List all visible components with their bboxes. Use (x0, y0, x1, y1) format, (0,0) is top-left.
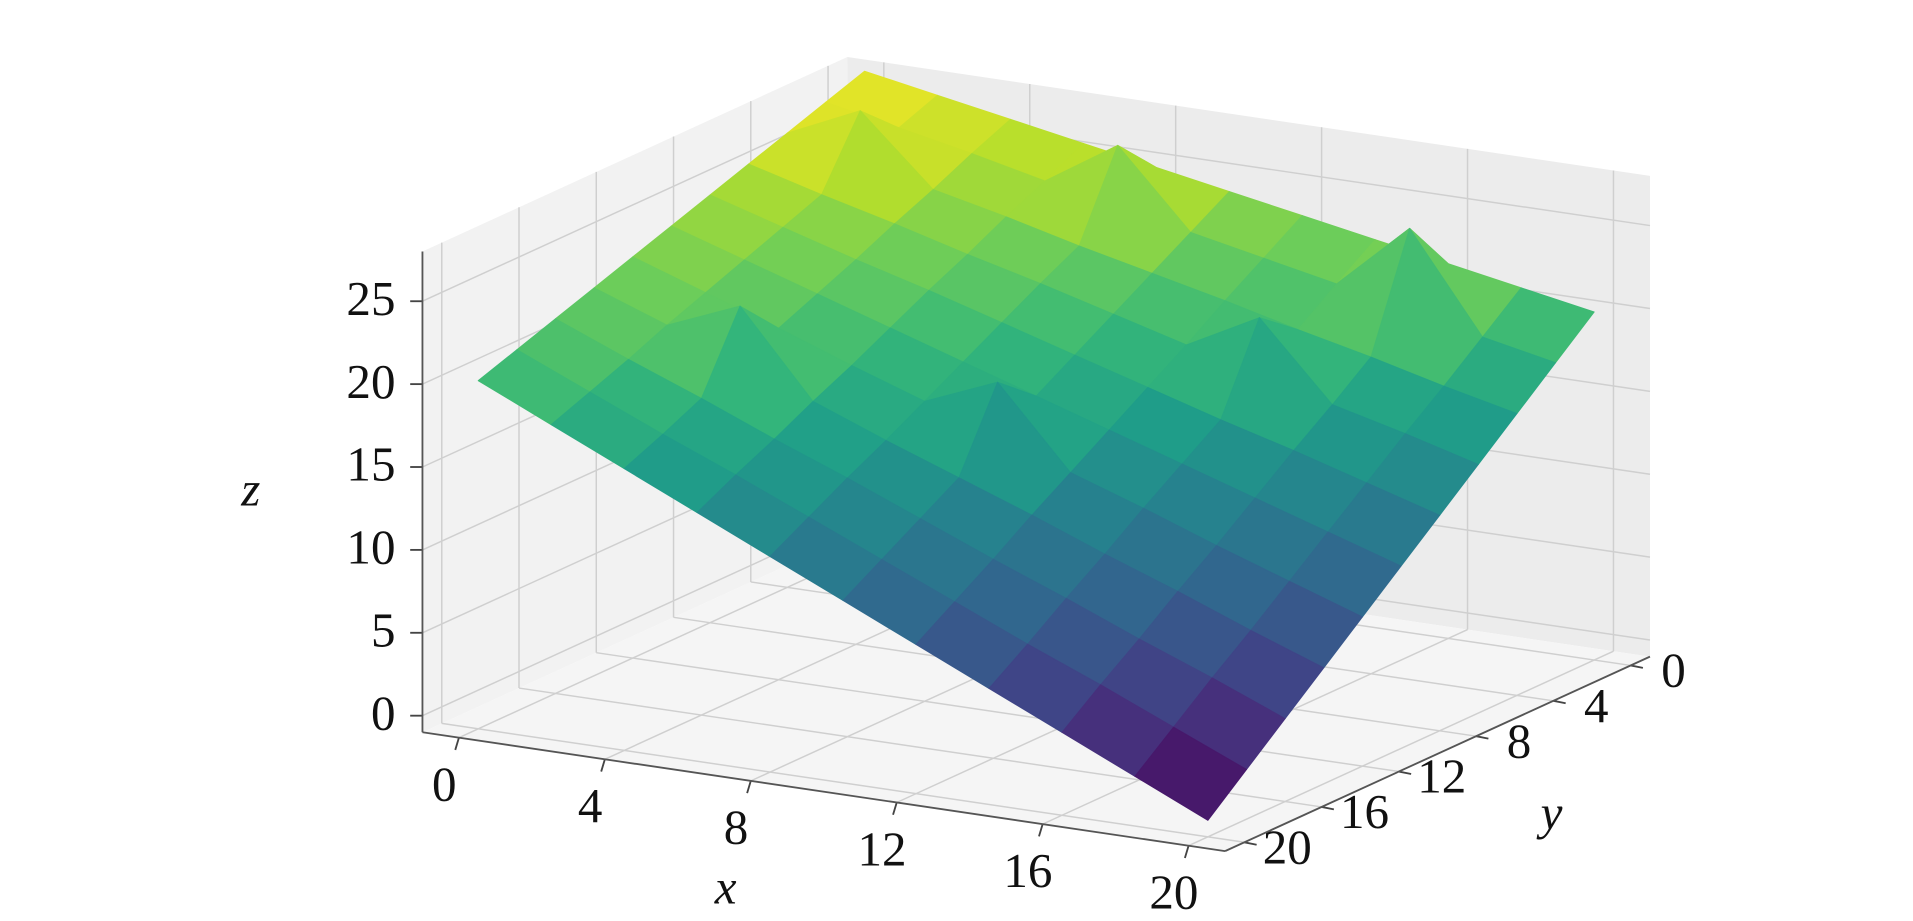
y-tick (1475, 735, 1489, 740)
y-axis-label: y (1536, 785, 1563, 840)
y-tick (1321, 806, 1335, 811)
x-tick-label: 4 (578, 778, 603, 833)
z-tick-label: 0 (371, 685, 396, 740)
z-tick-label: 15 (346, 437, 395, 492)
y-tick (1630, 664, 1644, 669)
y-tick-label: 20 (1263, 819, 1312, 874)
x-tick (1184, 845, 1190, 859)
x-tick-label: 8 (724, 800, 749, 855)
y-tick-label: 4 (1584, 678, 1609, 733)
axis-line (422, 731, 1226, 853)
z-axis-label: z (240, 462, 260, 517)
x-tick (1038, 823, 1044, 837)
x-axis-label: x (714, 860, 737, 915)
x-tick (746, 780, 752, 794)
y-tick-label: 8 (1507, 713, 1532, 768)
y-tick (1244, 841, 1257, 846)
grid-line (441, 722, 1245, 844)
z-tick-label: 25 (346, 271, 395, 326)
z-tick-label: 20 (346, 354, 395, 409)
y-tick (1398, 770, 1412, 775)
grid-line (596, 651, 1399, 773)
y-tick-label: 0 (1661, 643, 1686, 698)
y-tick-label: 16 (1340, 784, 1389, 839)
surface (477, 70, 1595, 821)
surface-patch (1134, 726, 1248, 821)
x-tick (600, 759, 606, 772)
x-tick-label: 20 (1149, 865, 1198, 920)
axis-line (1224, 655, 1651, 852)
z-tick-label: 10 (346, 520, 395, 575)
z-tick-label: 5 (371, 602, 396, 657)
x-tick-label: 0 (432, 756, 457, 811)
x-tick (892, 802, 898, 816)
grid-line (422, 106, 848, 302)
grid-line (1188, 650, 1614, 847)
y-tick-label: 12 (1417, 749, 1466, 804)
x-tick-label: 12 (857, 821, 906, 876)
x-tick-label: 16 (1003, 843, 1052, 898)
y-tick (1553, 699, 1566, 705)
x-tick (454, 737, 460, 751)
